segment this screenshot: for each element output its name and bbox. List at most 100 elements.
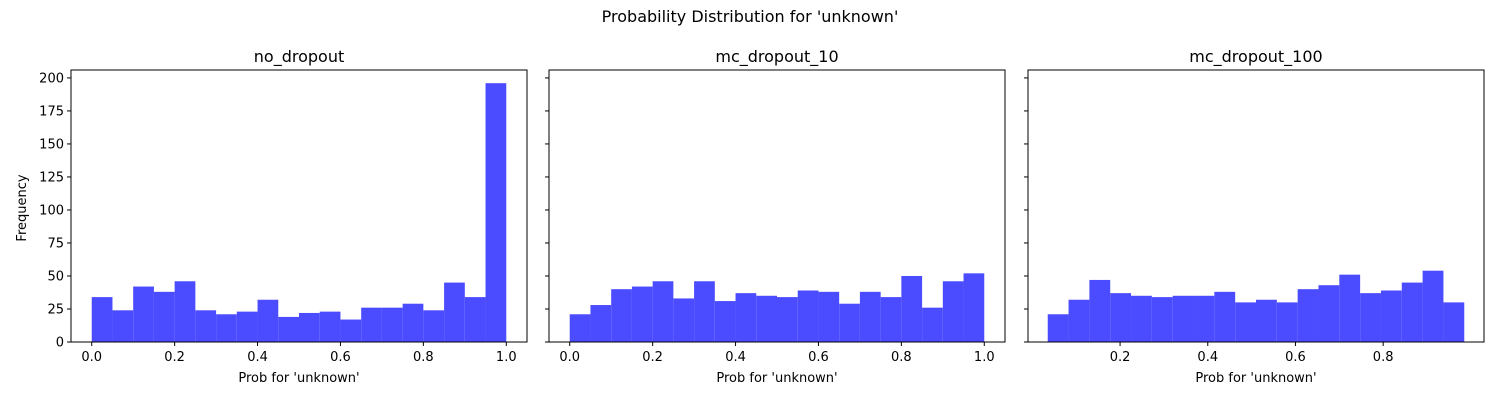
- y-tick-label: 0: [56, 336, 64, 351]
- histogram-bar: [361, 307, 382, 342]
- histogram-bar: [1256, 299, 1277, 342]
- y-tick-label: 175: [39, 104, 64, 119]
- figure-suptitle: Probability Distribution for 'unknown': [602, 7, 899, 26]
- histogram-bar: [735, 293, 757, 342]
- y-tick-label: 200: [39, 71, 64, 86]
- histogram-bar: [1214, 291, 1236, 342]
- histogram-bar: [444, 282, 465, 342]
- y-tick-label: 50: [47, 269, 64, 284]
- histogram-bar: [859, 291, 881, 342]
- x-tick-label: 1.0: [496, 350, 517, 365]
- x-tick-label: 1.0: [974, 350, 995, 365]
- histogram-bar: [216, 314, 237, 342]
- histogram-bar: [1110, 293, 1132, 342]
- histogram-bar: [797, 290, 819, 342]
- histogram-bar: [299, 312, 320, 342]
- histogram-bar: [756, 295, 777, 342]
- histogram-bar: [485, 83, 507, 342]
- histogram-bar: [1297, 289, 1319, 342]
- histogram-bar: [569, 314, 591, 342]
- histogram-bar: [963, 273, 985, 342]
- x-tick-label: 0.2: [1110, 350, 1131, 365]
- histogram-bar: [278, 316, 299, 342]
- axes-frame: [1027, 69, 1485, 343]
- histogram-bar: [777, 297, 798, 342]
- histogram-bar: [922, 307, 943, 342]
- y-tick-label: 75: [47, 236, 64, 251]
- subplot-no-dropout: no_dropout Prob for 'unknown' 0.0 0.2 0.4 0.6…: [39, 47, 528, 386]
- x-axis-label: Prob for 'unknown': [716, 371, 837, 386]
- histogram-bar: [423, 310, 445, 342]
- histogram-bar: [590, 305, 612, 342]
- histogram-bar: [1068, 299, 1090, 342]
- x-tick-label: 0.4: [725, 350, 746, 365]
- histogram-bar: [1443, 302, 1465, 342]
- y-tick-label: 150: [39, 137, 64, 152]
- histogram-bar: [91, 297, 113, 342]
- subplot-title: mc_dropout_100: [1189, 47, 1322, 67]
- histogram-bar: [694, 281, 715, 342]
- histogram-bar: [1047, 314, 1069, 342]
- histogram-bar: [1089, 279, 1111, 342]
- y-tick-label: 25: [47, 302, 64, 317]
- histogram-bar: [1422, 270, 1444, 342]
- histogram-bar: [1339, 274, 1361, 342]
- histogram-bar: [1380, 290, 1402, 342]
- histogram-bar: [195, 310, 217, 342]
- histogram-bar: [652, 281, 674, 342]
- subplot-mc-dropout-10: mc_dropout_10 Prob for 'unknown' 0.0 0.2 0.4…: [545, 47, 1006, 386]
- x-tick-label: 0.0: [559, 350, 580, 365]
- x-tick-label: 0.2: [164, 350, 185, 365]
- histogram-bar: [340, 319, 362, 342]
- histogram-bar: [839, 303, 860, 342]
- y-tick-label: 100: [39, 203, 64, 218]
- histogram-bar: [381, 307, 403, 342]
- histogram-bar: [1172, 295, 1194, 342]
- x-axis-label: Prob for 'unknown': [1195, 371, 1316, 386]
- histogram-bar: [673, 298, 695, 342]
- histogram-bar: [942, 281, 964, 342]
- subplot-mc-dropout-100: mc_dropout_100 Prob for 'unknown' 0.2 0.4 0.…: [1024, 47, 1485, 386]
- histogram-bar: [1360, 293, 1381, 342]
- histogram-bar: [880, 297, 902, 342]
- histogram-bar: [1193, 295, 1215, 342]
- histogram-bar: [319, 311, 341, 342]
- histogram-bar: [901, 275, 923, 342]
- histogram-bar: [1151, 297, 1173, 342]
- histogram-bar: [631, 286, 653, 342]
- y-axis-label: Frequency: [15, 174, 30, 241]
- histogram-bar: [611, 289, 632, 342]
- x-tick-label: 0.6: [1285, 350, 1306, 365]
- x-tick-label: 0.8: [413, 350, 434, 365]
- histogram-bar: [257, 299, 279, 342]
- histogram-bar: [714, 301, 736, 342]
- histogram-bar: [1401, 282, 1423, 342]
- histogram-bar: [153, 291, 175, 342]
- histogram-bar: [236, 311, 258, 342]
- histogram-bar: [174, 281, 196, 342]
- histogram-bar: [1235, 302, 1256, 342]
- x-tick-label: 0.4: [1197, 350, 1218, 365]
- x-axis-label: Prob for 'unknown': [238, 371, 359, 386]
- axes-frame: [548, 69, 1006, 343]
- histogram-bar: [133, 286, 154, 342]
- histogram-bar: [1318, 285, 1340, 342]
- x-tick-label: 0.6: [808, 350, 829, 365]
- axes-frame: [70, 69, 528, 343]
- histogram-bar: [818, 291, 840, 342]
- x-tick-label: 0.0: [81, 350, 102, 365]
- x-tick-label: 0.6: [330, 350, 351, 365]
- x-tick-label: 0.8: [891, 350, 912, 365]
- subplot-title: no_dropout: [254, 47, 344, 67]
- histogram-bar: [1131, 295, 1152, 342]
- x-tick-label: 0.2: [642, 350, 663, 365]
- y-tick-label: 125: [39, 170, 64, 185]
- histogram-bar: [1276, 302, 1298, 342]
- subplot-title: mc_dropout_10: [715, 47, 838, 67]
- histogram-bar: [402, 303, 424, 342]
- histogram-bar: [112, 310, 134, 342]
- x-tick-label: 0.8: [1373, 350, 1394, 365]
- x-tick-label: 0.4: [247, 350, 268, 365]
- histogram-bar: [464, 297, 486, 342]
